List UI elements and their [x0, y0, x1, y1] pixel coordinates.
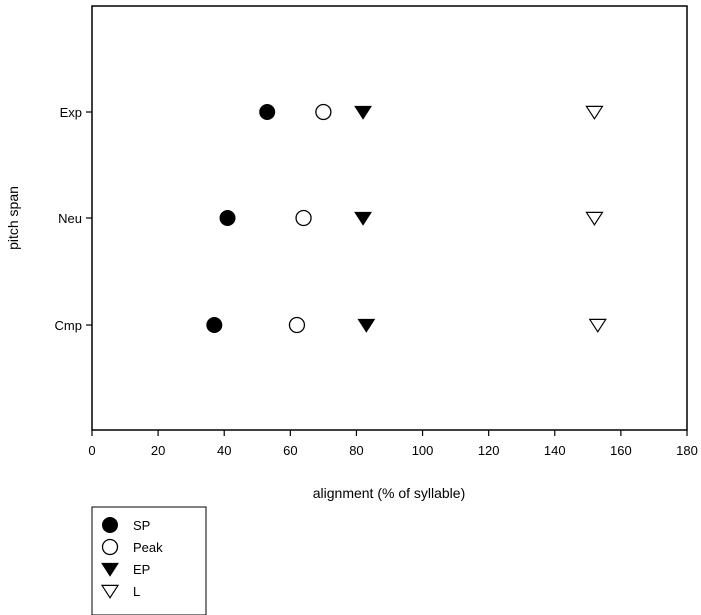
point-sp-exp — [259, 104, 276, 120]
point-peak-neu — [295, 209, 312, 227]
x-tick-label: 180 — [676, 443, 698, 458]
legend: SP Peak EP L — [100, 517, 163, 599]
point-sp-cmp — [206, 317, 223, 333]
x-tick-label: 80 — [349, 443, 363, 458]
x-tick-label: 100 — [412, 443, 434, 458]
point-ep-neu — [354, 211, 372, 226]
x-axis-label: alignment (% of syllable) — [313, 485, 466, 501]
legend-marker-l — [100, 584, 120, 599]
x-tick-label: 40 — [217, 443, 231, 458]
legend-label: SP — [133, 518, 150, 533]
x-tick-label: 20 — [151, 443, 165, 458]
y-axis-label: pitch span — [5, 186, 21, 250]
point-l-exp — [585, 105, 604, 120]
point-ep-exp — [354, 105, 372, 120]
x-tick-label: 140 — [544, 443, 566, 458]
legend-marker-ep — [101, 562, 119, 577]
point-peak-cmp — [288, 316, 306, 334]
data-points — [206, 103, 607, 334]
y-tick-label: Exp — [60, 105, 82, 120]
y-axis-ticks: Exp Neu Cmp — [55, 105, 92, 333]
x-tick-label: 60 — [283, 443, 297, 458]
x-axis-ticks: 0 20 40 60 80 100 120 140 160 180 — [88, 430, 698, 458]
y-tick-label: Cmp — [55, 318, 82, 333]
point-l-cmp — [588, 318, 607, 333]
legend-label: EP — [133, 562, 150, 577]
legend-label: Peak — [133, 540, 163, 555]
legend-marker-peak — [101, 538, 119, 556]
point-peak-exp — [315, 103, 332, 121]
point-ep-cmp — [357, 318, 376, 333]
x-tick-label: 120 — [478, 443, 500, 458]
x-tick-label: 160 — [610, 443, 632, 458]
point-sp-neu — [219, 210, 236, 226]
x-tick-label: 0 — [88, 443, 95, 458]
legend-label: L — [133, 584, 140, 599]
point-l-neu — [585, 211, 604, 226]
legend-box — [91, 506, 207, 615]
y-tick-label: Neu — [58, 211, 82, 226]
legend-marker-sp — [102, 517, 118, 533]
